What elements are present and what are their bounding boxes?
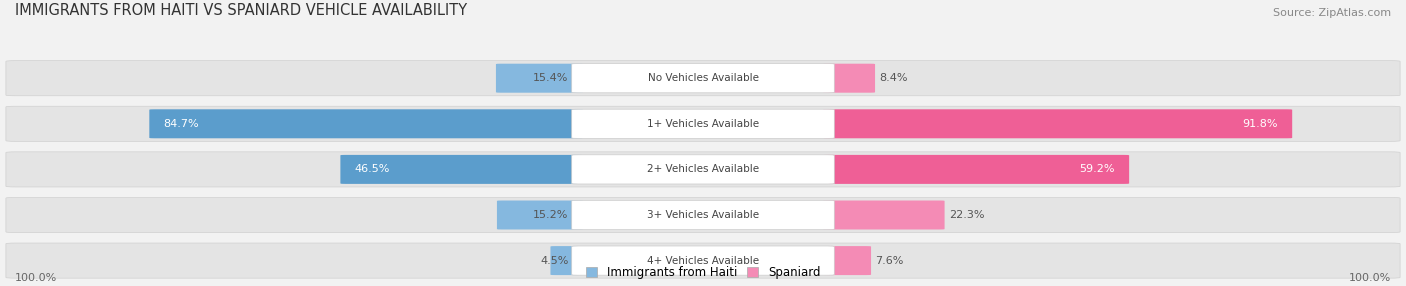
FancyBboxPatch shape xyxy=(823,246,872,275)
FancyBboxPatch shape xyxy=(572,200,834,230)
FancyBboxPatch shape xyxy=(572,246,834,275)
FancyBboxPatch shape xyxy=(496,64,583,93)
Text: IMMIGRANTS FROM HAITI VS SPANIARD VEHICLE AVAILABILITY: IMMIGRANTS FROM HAITI VS SPANIARD VEHICL… xyxy=(15,3,467,18)
Text: 2+ Vehicles Available: 2+ Vehicles Available xyxy=(647,164,759,174)
FancyBboxPatch shape xyxy=(823,155,1129,184)
Text: 59.2%: 59.2% xyxy=(1080,164,1115,174)
FancyBboxPatch shape xyxy=(572,109,834,138)
FancyBboxPatch shape xyxy=(496,200,583,229)
Text: 3+ Vehicles Available: 3+ Vehicles Available xyxy=(647,210,759,220)
Text: 15.2%: 15.2% xyxy=(533,210,568,220)
FancyBboxPatch shape xyxy=(149,109,583,138)
FancyBboxPatch shape xyxy=(572,155,834,184)
Text: 91.8%: 91.8% xyxy=(1243,119,1278,129)
Text: Source: ZipAtlas.com: Source: ZipAtlas.com xyxy=(1272,8,1391,18)
FancyBboxPatch shape xyxy=(823,200,945,229)
Text: 1+ Vehicles Available: 1+ Vehicles Available xyxy=(647,119,759,129)
Text: 22.3%: 22.3% xyxy=(949,210,984,220)
FancyBboxPatch shape xyxy=(551,246,583,275)
Text: 4+ Vehicles Available: 4+ Vehicles Available xyxy=(647,256,759,266)
Text: 100.0%: 100.0% xyxy=(15,273,58,283)
Text: No Vehicles Available: No Vehicles Available xyxy=(648,73,758,83)
Text: 46.5%: 46.5% xyxy=(354,164,389,174)
Text: 7.6%: 7.6% xyxy=(876,256,904,266)
Text: 15.4%: 15.4% xyxy=(533,73,568,83)
Text: 84.7%: 84.7% xyxy=(163,119,200,129)
FancyBboxPatch shape xyxy=(340,155,583,184)
Text: 4.5%: 4.5% xyxy=(540,256,568,266)
FancyBboxPatch shape xyxy=(6,61,1400,96)
FancyBboxPatch shape xyxy=(6,152,1400,187)
Text: 100.0%: 100.0% xyxy=(1348,273,1391,283)
FancyBboxPatch shape xyxy=(572,63,834,93)
FancyBboxPatch shape xyxy=(6,106,1400,141)
Legend: Immigrants from Haiti, Spaniard: Immigrants from Haiti, Spaniard xyxy=(585,266,821,279)
FancyBboxPatch shape xyxy=(823,64,875,93)
FancyBboxPatch shape xyxy=(823,109,1292,138)
FancyBboxPatch shape xyxy=(6,197,1400,233)
Text: 8.4%: 8.4% xyxy=(879,73,908,83)
FancyBboxPatch shape xyxy=(6,243,1400,278)
